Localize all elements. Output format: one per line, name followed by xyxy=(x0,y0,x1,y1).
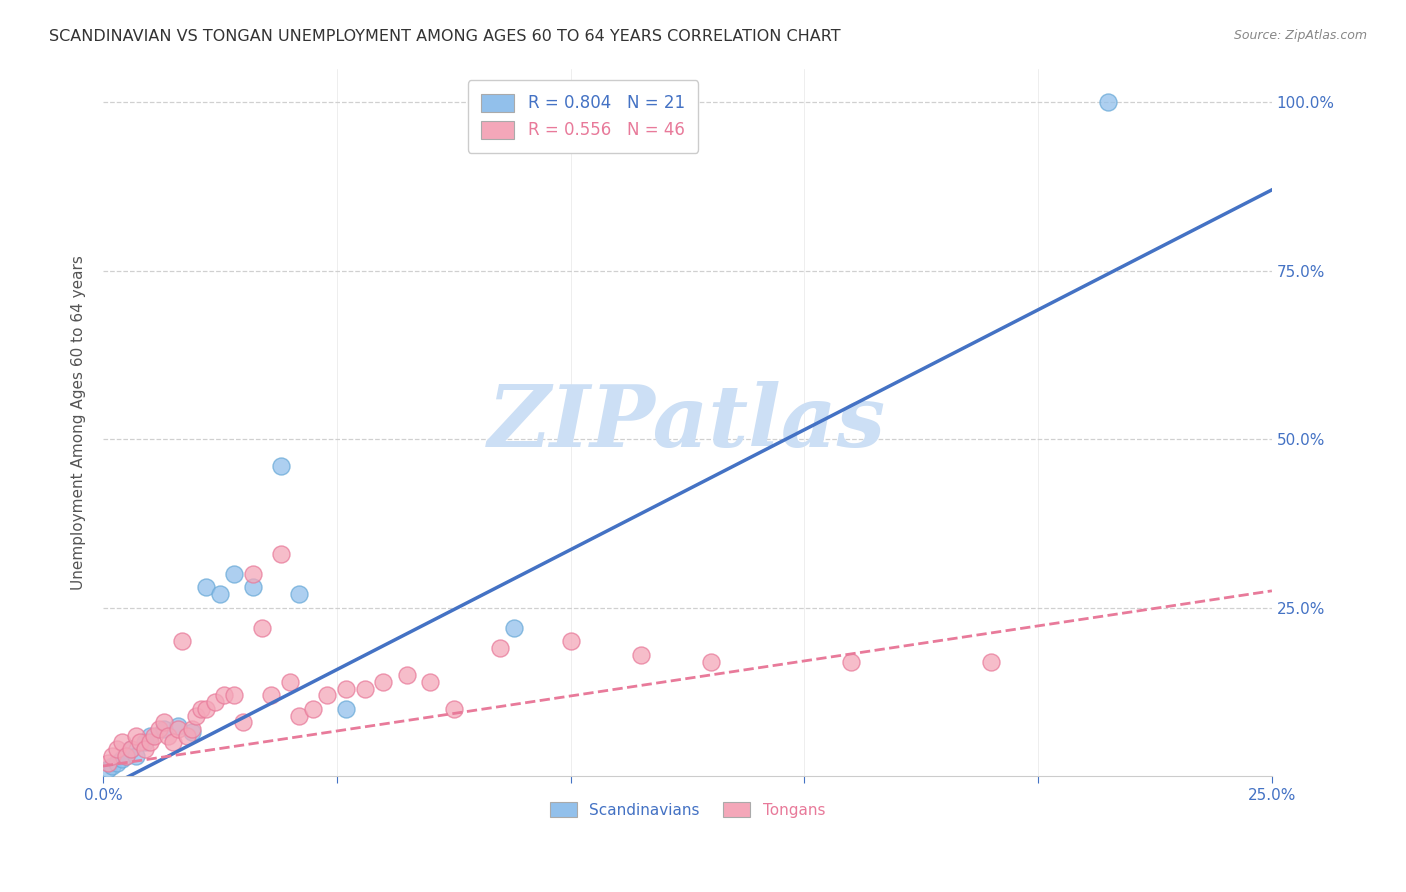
Point xyxy=(134,742,156,756)
Point xyxy=(105,756,128,770)
Point xyxy=(980,655,1002,669)
Point xyxy=(242,581,264,595)
Point xyxy=(335,702,357,716)
Point xyxy=(180,722,202,736)
Point xyxy=(242,566,264,581)
Point xyxy=(152,715,174,730)
Point xyxy=(288,708,311,723)
Point xyxy=(443,702,465,716)
Point xyxy=(419,674,441,689)
Point xyxy=(700,655,723,669)
Point xyxy=(204,695,226,709)
Text: SCANDINAVIAN VS TONGAN UNEMPLOYMENT AMONG AGES 60 TO 64 YEARS CORRELATION CHART: SCANDINAVIAN VS TONGAN UNEMPLOYMENT AMON… xyxy=(49,29,841,44)
Point xyxy=(152,722,174,736)
Point xyxy=(373,674,395,689)
Point xyxy=(335,681,357,696)
Point xyxy=(353,681,375,696)
Point xyxy=(157,729,180,743)
Point xyxy=(124,748,146,763)
Point xyxy=(316,688,339,702)
Point xyxy=(129,735,152,749)
Point xyxy=(143,729,166,743)
Point xyxy=(162,735,184,749)
Point xyxy=(101,759,124,773)
Point xyxy=(194,581,217,595)
Point xyxy=(101,748,124,763)
Point xyxy=(214,688,236,702)
Point xyxy=(105,742,128,756)
Point xyxy=(166,722,188,736)
Point xyxy=(97,763,120,777)
Point xyxy=(180,725,202,739)
Point xyxy=(232,715,254,730)
Text: ZIPatlas: ZIPatlas xyxy=(488,381,886,464)
Point xyxy=(110,752,132,766)
Point xyxy=(288,587,311,601)
Y-axis label: Unemployment Among Ages 60 to 64 years: Unemployment Among Ages 60 to 64 years xyxy=(72,255,86,590)
Point xyxy=(630,648,652,662)
Point xyxy=(186,708,208,723)
Point xyxy=(260,688,283,702)
Point xyxy=(97,756,120,770)
Point xyxy=(120,742,142,756)
Point xyxy=(190,702,212,716)
Point xyxy=(395,668,418,682)
Point xyxy=(138,729,160,743)
Point xyxy=(208,587,231,601)
Point xyxy=(302,702,325,716)
Point xyxy=(194,702,217,716)
Point xyxy=(270,547,292,561)
Point xyxy=(503,621,526,635)
Point xyxy=(138,735,160,749)
Point xyxy=(278,674,301,689)
Point xyxy=(839,655,862,669)
Point xyxy=(172,634,194,648)
Point xyxy=(222,688,245,702)
Point xyxy=(560,634,582,648)
Point xyxy=(270,459,292,474)
Point xyxy=(166,718,188,732)
Text: Source: ZipAtlas.com: Source: ZipAtlas.com xyxy=(1233,29,1367,42)
Point xyxy=(176,729,198,743)
Point xyxy=(120,742,142,756)
Point xyxy=(115,748,138,763)
Point xyxy=(148,722,170,736)
Point xyxy=(115,748,138,763)
Point xyxy=(489,641,512,656)
Legend: Scandinavians, Tongans: Scandinavians, Tongans xyxy=(543,795,832,825)
Point xyxy=(1097,95,1119,110)
Point xyxy=(250,621,273,635)
Point xyxy=(110,735,132,749)
Point xyxy=(134,735,156,749)
Point xyxy=(124,729,146,743)
Point xyxy=(222,566,245,581)
